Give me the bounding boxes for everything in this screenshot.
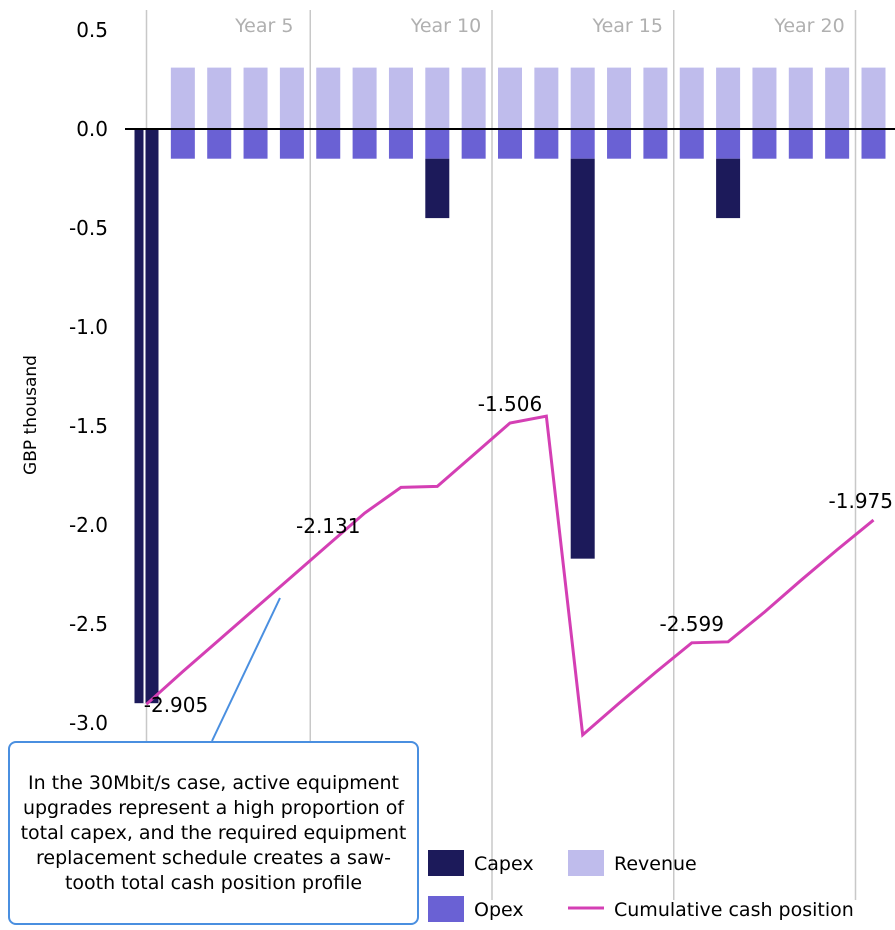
cumulative-line xyxy=(145,414,875,738)
opex-bar xyxy=(752,129,777,159)
opex-bar xyxy=(207,129,232,159)
opex-bar xyxy=(388,129,413,159)
revenue-bar xyxy=(788,67,813,129)
year-label: Year 15 xyxy=(592,15,663,37)
revenue-bar xyxy=(716,67,741,129)
capex-bar xyxy=(570,158,595,559)
opex-bar xyxy=(716,129,741,159)
opex-bar xyxy=(643,129,668,159)
annotation-callout: In the 30Mbit/s case, active equipment u… xyxy=(8,741,419,925)
opex-bar xyxy=(679,129,704,159)
revenue-bar xyxy=(679,67,704,129)
year-label: Year 10 xyxy=(410,15,481,37)
revenue-bar xyxy=(279,67,304,129)
revenue-bar xyxy=(607,67,632,129)
y-tick-label: 0.0 xyxy=(76,117,108,141)
data-labels: -2.905 -2.131 -1.506 -2.599 -1.975 xyxy=(144,392,893,717)
legend-label: Opex xyxy=(474,899,524,921)
data-label: -2.131 xyxy=(296,514,360,538)
opex-bar xyxy=(861,129,886,159)
opex-bar xyxy=(498,129,522,159)
capex-bar xyxy=(134,129,159,704)
revenue-bar xyxy=(352,67,377,129)
revenue-bar xyxy=(243,67,268,129)
opex-bar xyxy=(279,129,304,159)
legend: Capex Revenue Opex Cumulative cash position xyxy=(428,850,854,922)
y-axis-label: GBP thousand xyxy=(21,355,41,475)
y-tick-label: -1.5 xyxy=(69,414,108,438)
y-tick-label: -2.5 xyxy=(69,612,108,636)
revenue-bar xyxy=(316,67,341,129)
revenue-bar xyxy=(207,67,232,129)
revenue-bar xyxy=(461,67,486,129)
year-label: Year 20 xyxy=(773,15,844,37)
legend-swatch xyxy=(428,896,464,922)
callout-text: In the 30Mbit/s case, active equipment u… xyxy=(20,771,407,894)
legend-swatch xyxy=(568,850,604,876)
opex-bar xyxy=(825,129,850,159)
opex-bar xyxy=(607,129,632,159)
revenue-bar xyxy=(534,67,559,129)
legend-label: Cumulative cash position xyxy=(614,899,854,921)
revenue-bar xyxy=(643,67,668,129)
y-tick-label: -0.5 xyxy=(69,216,108,240)
y-tick-label: -2.0 xyxy=(69,513,108,537)
year-labels: Year 5 Year 10 Year 15 Year 20 xyxy=(234,15,845,37)
legend-label: Revenue xyxy=(614,853,697,875)
opex-bar xyxy=(352,129,377,159)
revenue-bar xyxy=(752,67,777,129)
legend-swatch xyxy=(428,850,464,876)
y-tick-label: -3.0 xyxy=(69,711,108,735)
revenue-bar xyxy=(825,67,850,129)
year-label: Year 5 xyxy=(234,15,293,37)
opex-bar xyxy=(570,129,595,159)
capex-bar xyxy=(716,158,741,219)
capex-bar xyxy=(425,158,450,219)
opex-bar xyxy=(788,129,813,159)
y-axis: 0.5 0.0 -0.5 -1.0 -1.5 -2.0 -2.5 -3.0 GBP thousa… xyxy=(21,18,108,735)
legend-label: Capex xyxy=(474,853,534,875)
revenue-bar xyxy=(425,67,450,129)
opex-bar xyxy=(243,129,268,159)
opex-bar xyxy=(461,129,486,159)
data-label: -2.599 xyxy=(660,612,724,636)
opex-bar xyxy=(425,129,450,159)
bars xyxy=(134,67,886,704)
opex-bar xyxy=(534,129,559,159)
revenue-bar xyxy=(570,67,595,129)
opex-bar xyxy=(316,129,341,159)
revenue-bar xyxy=(388,67,413,129)
revenue-bar xyxy=(170,67,195,129)
data-label: -2.905 xyxy=(144,693,208,717)
cumulative-cash-line xyxy=(145,414,875,738)
revenue-bar xyxy=(861,67,886,129)
y-tick-label: 0.5 xyxy=(76,18,108,42)
opex-bar xyxy=(170,129,195,159)
revenue-bar xyxy=(498,67,522,129)
data-label: -1.975 xyxy=(829,489,893,513)
y-tick-label: -1.0 xyxy=(69,315,108,339)
data-label: -1.506 xyxy=(478,392,542,416)
